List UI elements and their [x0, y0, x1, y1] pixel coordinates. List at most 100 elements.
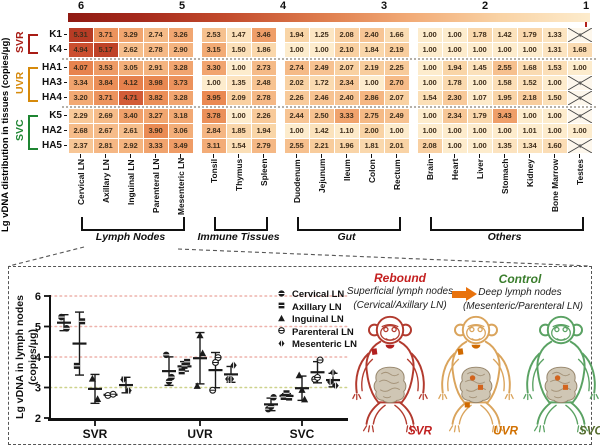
heatmap-cell: 2.78 — [251, 90, 276, 105]
heatmap-cell: 2.49 — [384, 108, 409, 123]
heatmap-cell: 1.00 — [417, 108, 442, 123]
legend-label: Parenteral LN — [292, 326, 354, 338]
female-crossed-icon: ♀ — [567, 75, 592, 90]
heatmap-cell: 1.00 — [226, 108, 251, 123]
column-label: Jejunum — [316, 159, 327, 194]
heatmap-cell: 2.61 — [118, 123, 143, 138]
column-tick — [79, 153, 82, 158]
heatmap-cell: 2.07 — [334, 60, 359, 75]
heatmap-cell: 2.50 — [309, 108, 334, 123]
error-bar — [88, 373, 102, 405]
legend-item: Parenteral LN — [276, 327, 357, 338]
data-points — [162, 351, 175, 385]
heatmap-cell: 2.37 — [68, 138, 93, 153]
row-group-label: SVR — [14, 31, 26, 53]
monkey-uvr: UVR — [432, 310, 520, 440]
heatmap-cell: ♀ — [567, 27, 592, 42]
heatmap-cell: 4.71 — [118, 90, 143, 105]
data-points — [73, 318, 86, 369]
heatmap-cell: ♀ — [567, 90, 592, 105]
colorbar-tick: 4 — [279, 0, 287, 12]
bottom-panel-border — [8, 266, 592, 445]
column-tick — [129, 153, 132, 158]
heatmap-cell: 2.74 — [143, 27, 168, 42]
column-label: Kidney — [524, 159, 535, 187]
heatmap-cell: 1.78 — [442, 75, 467, 90]
colorbar-tick: 6 — [77, 0, 85, 12]
column-label: Heart — [449, 159, 460, 181]
svg-text:♀: ♀ — [577, 93, 583, 102]
colorbar-end-tick — [585, 22, 587, 27]
heatmap-cell: 2.55 — [492, 60, 517, 75]
legend-label: Inguinal LN — [292, 314, 344, 325]
column-label: Bone Marrow — [549, 159, 560, 213]
intestines — [373, 366, 407, 404]
legend-item: Cervical LN — [276, 289, 357, 300]
column-tick — [528, 153, 531, 158]
row-tick — [63, 81, 67, 84]
heatmap-cell: 2.73 — [251, 60, 276, 75]
heatmap-cell: 1.52 — [517, 75, 542, 90]
svg-text:♀: ♀ — [577, 111, 583, 120]
column-group-label: Gut — [337, 231, 356, 243]
heatmap-cell: 2.90 — [168, 42, 193, 57]
column-label: Brain — [424, 159, 435, 181]
intestines — [544, 366, 578, 404]
y-tick-label: 3 — [35, 382, 41, 394]
heatmap-cell: 3.28 — [168, 60, 193, 75]
female-crossed-icon: ♀ — [567, 27, 592, 42]
scatter-plot: 6 5 4 3 2 SVR UVR SVC Lg vDNA in lymph nodes (cop… — [14, 291, 349, 441]
heatmap-cell: 1.84 — [359, 42, 384, 57]
rebound-line1: Superficial lymph nodes — [346, 286, 454, 297]
monkey-svc: SVC — [517, 310, 600, 440]
column-label: Thymus — [233, 159, 244, 192]
heatmap-cell: 3.43 — [492, 108, 517, 123]
data-points — [264, 393, 277, 413]
heatmap-cell: 2.25 — [384, 60, 409, 75]
heatmap-cell: 2.68 — [68, 123, 93, 138]
monkey-icon: SVR — [352, 315, 433, 438]
column-group-label: Immune Tissues — [197, 231, 280, 243]
heatmap-cell: 1.96 — [334, 138, 359, 153]
heatmap-cell: 2.48 — [251, 75, 276, 90]
heatmap-cell: 2.01 — [384, 138, 409, 153]
heatmap-cell: 2.00 — [359, 123, 384, 138]
heatmap-cell: 2.49 — [309, 60, 334, 75]
heatmap-cell: ♀ — [567, 108, 592, 123]
heatmap-cell: 3.84 — [93, 75, 118, 90]
column-tick — [262, 153, 265, 158]
heatmap-cell: 1.79 — [467, 108, 492, 123]
data-points — [104, 390, 117, 399]
control-title: Control — [498, 272, 542, 286]
heatmap-cell: 1.60 — [542, 138, 567, 153]
heatmap-cell: 1.58 — [492, 75, 517, 90]
heatmap-cell: 1.95 — [492, 90, 517, 105]
heatmap-row-label: K5 — [49, 109, 62, 121]
colorbar-tick: 5 — [178, 0, 186, 12]
heatmap-cell: 1.66 — [384, 27, 409, 42]
row-tick — [63, 96, 67, 99]
heatmap-cell: 1.00 — [359, 75, 384, 90]
heatmap-cell: 2.92 — [118, 138, 143, 153]
heatmap-cell: 3.30 — [201, 60, 226, 75]
heatmap-cell: 1.00 — [442, 138, 467, 153]
legend-marker-icon — [276, 323, 287, 341]
heatmap-cell: 1.86 — [251, 42, 276, 57]
heatmap-cell: 2.53 — [201, 27, 226, 42]
column-group-bracket — [296, 217, 401, 231]
row-group-bracket — [28, 34, 38, 54]
row-group-bracket — [28, 67, 38, 102]
control-line1: Deep lymph nodes — [478, 287, 562, 298]
heatmap-cell: 1.00 — [226, 60, 251, 75]
column-tick — [478, 153, 481, 158]
heatmap-cell: 3.95 — [201, 90, 226, 105]
heatmap-cell: 3.28 — [168, 90, 193, 105]
heatmap-cell: 3.29 — [118, 27, 143, 42]
heatmap-cell: 2.81 — [93, 138, 118, 153]
heatmap-cell: 2.30 — [442, 90, 467, 105]
heatmap-cell: 1.00 — [442, 42, 467, 57]
monkey-icon: UVR — [438, 315, 519, 438]
heatmap-cell: 2.78 — [143, 42, 168, 57]
column-tick — [179, 153, 182, 158]
